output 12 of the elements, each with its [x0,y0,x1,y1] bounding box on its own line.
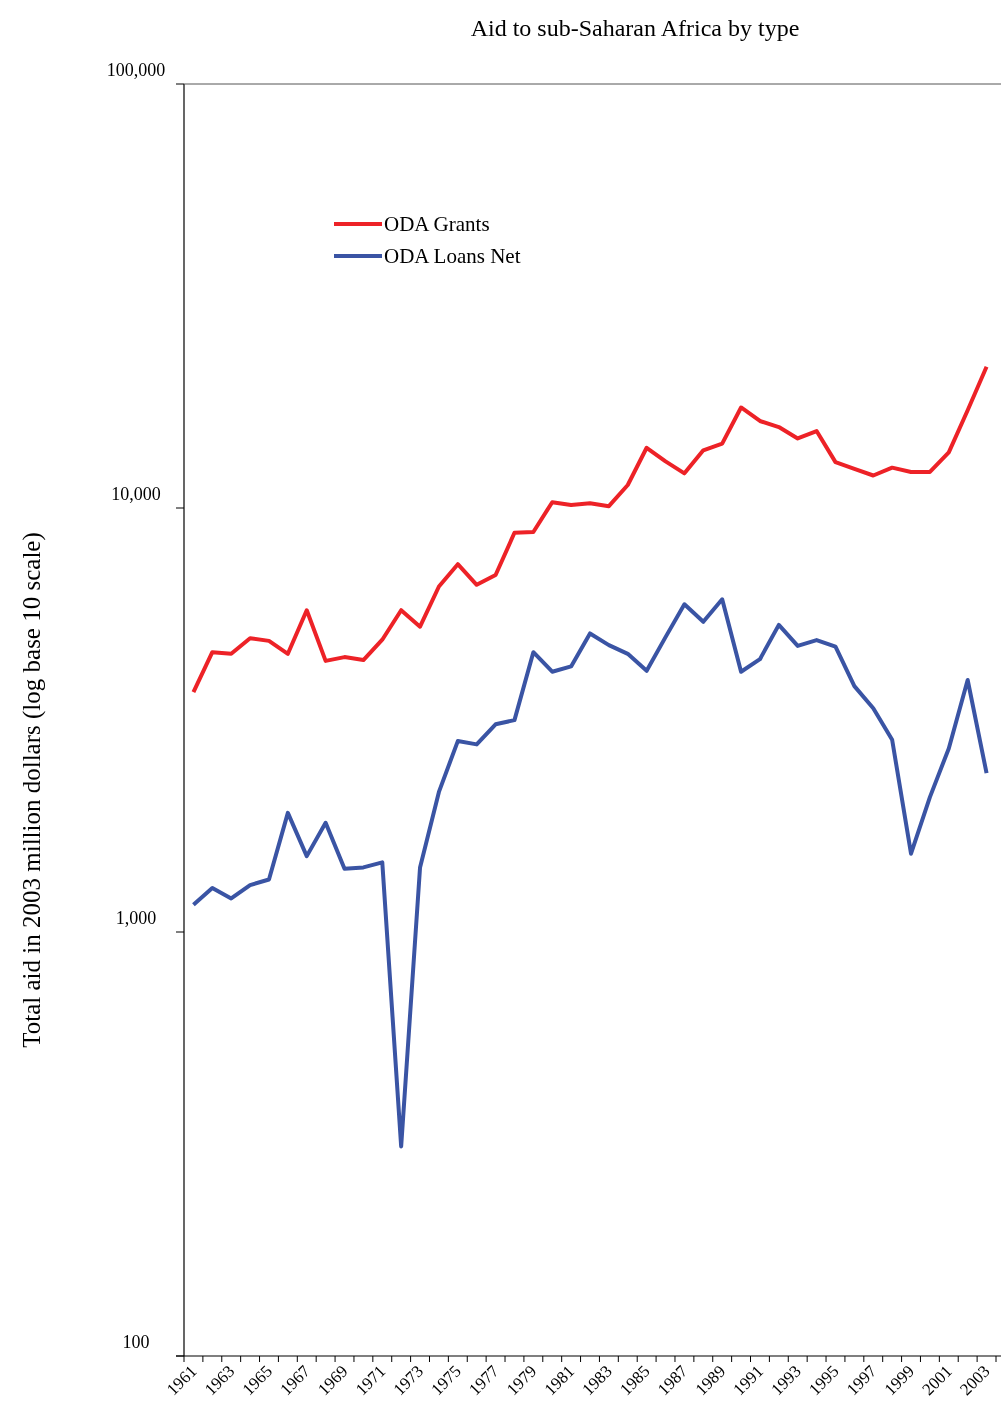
y-tick-label: 1,000 [115,908,157,928]
legend-label: ODA Loans Net [384,244,521,269]
x-tick-label: 1981 [540,1361,579,1400]
y-tick-label: 10,000 [111,484,161,504]
y-tick-label: 100 [122,1332,150,1352]
x-tick-label: 1961 [163,1361,201,1400]
y-axis-title: Total aid in 2003 million dollars (log base 10 scale) [18,532,46,1048]
y-tick-label: 100,000 [106,60,166,80]
x-tick-label: 1971 [351,1361,390,1400]
legend-label: ODA Grants [384,212,490,237]
x-tick-label: 1991 [729,1361,767,1400]
chart-title: Aid to sub-Saharan Africa by type [470,15,800,41]
